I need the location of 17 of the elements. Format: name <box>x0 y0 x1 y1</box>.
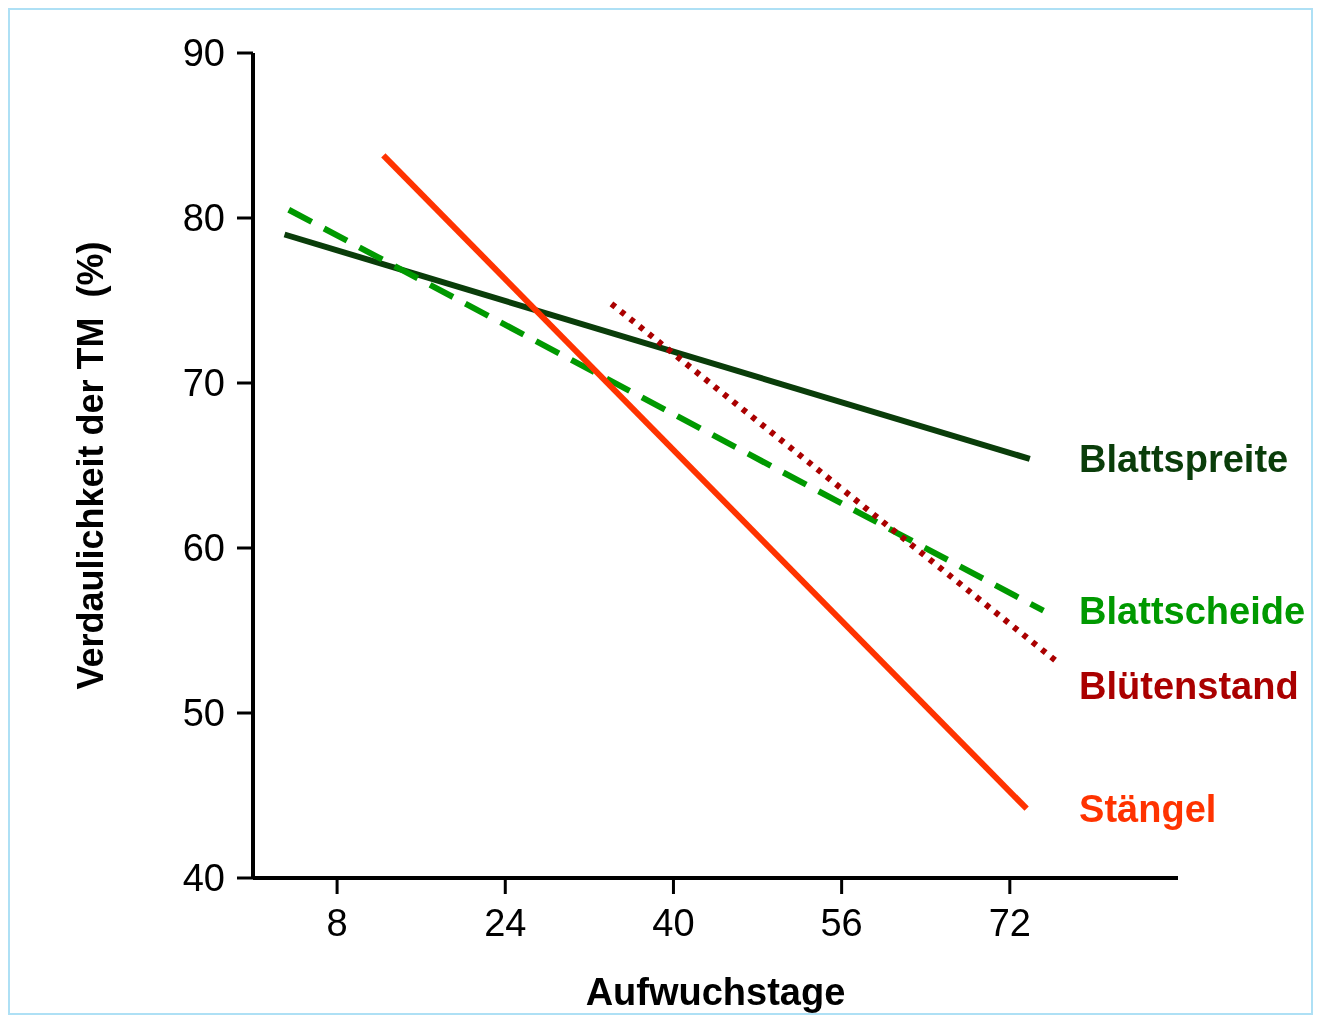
x-tick-label: 72 <box>988 902 1031 944</box>
x-tick-label: 8 <box>326 902 348 944</box>
x-tick-label: 24 <box>484 902 527 944</box>
x-axis-title: Aufwuchstage <box>585 971 846 1013</box>
y-tick-label: 40 <box>182 857 225 900</box>
y-tick-label: 70 <box>182 362 225 405</box>
series-label: Blattscheide <box>1079 590 1306 632</box>
series-label: Stängel <box>1079 788 1217 830</box>
series-label: Blütenstand <box>1079 665 1299 707</box>
y-tick-label: 80 <box>182 197 225 240</box>
y-axis-title: Verdaulichkeit der TM (%) <box>70 241 111 690</box>
y-tick-label: 50 <box>182 692 225 735</box>
series-label: Blattspreite <box>1079 438 1289 481</box>
x-tick-label: 40 <box>652 902 695 944</box>
y-tick-label: 60 <box>182 527 225 570</box>
x-tick-label: 56 <box>820 902 863 944</box>
y-tick-label: 90 <box>182 32 225 75</box>
